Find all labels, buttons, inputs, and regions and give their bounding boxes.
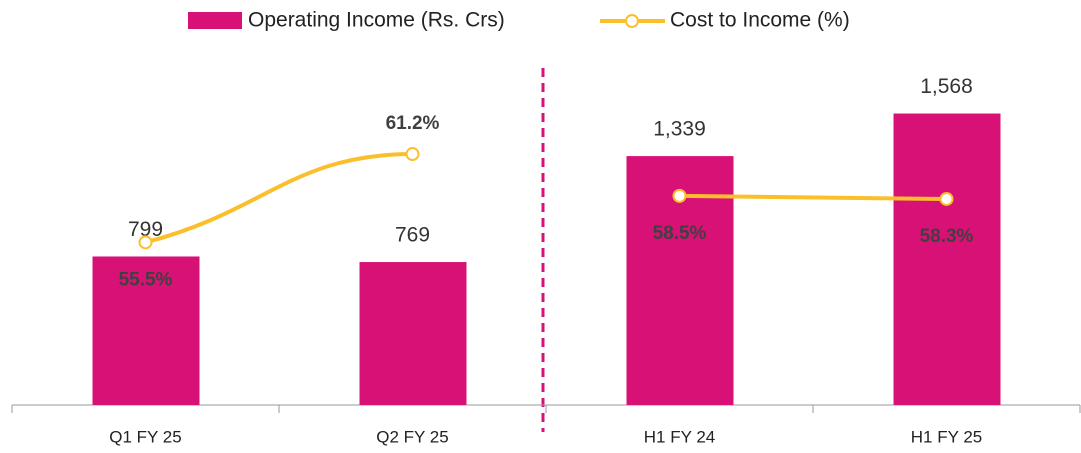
bar	[92, 256, 200, 405]
line-marker	[672, 188, 687, 203]
line-value-label: 61.2%	[386, 113, 440, 134]
legend-label: Cost to Income (%)	[670, 9, 850, 32]
bar	[359, 262, 467, 405]
line-value-label: 55.5%	[119, 269, 173, 290]
line-value-label: 58.5%	[653, 223, 707, 244]
x-tick-label: H1 FY 24	[644, 427, 716, 446]
line-marker	[138, 235, 153, 250]
line-marker	[939, 191, 954, 206]
legend-label: Operating Income (Rs. Crs)	[248, 9, 505, 32]
bar-value-label: 1,339	[653, 118, 706, 141]
bar-value-label: 1,568	[920, 75, 973, 98]
legend-swatch	[188, 12, 242, 29]
x-tick-label: Q1 FY 25	[109, 427, 181, 446]
bar-value-label: 769	[395, 224, 430, 247]
bar	[893, 113, 1001, 405]
line	[145, 152, 413, 245]
line-marker	[405, 147, 420, 162]
x-tick-label: H1 FY 25	[911, 427, 983, 446]
line-value-label: 58.3%	[920, 226, 974, 247]
line	[679, 193, 947, 201]
bar-value-label: 799	[128, 218, 163, 241]
legend-marker	[625, 14, 639, 28]
x-tick-label: Q2 FY 25	[376, 427, 448, 446]
